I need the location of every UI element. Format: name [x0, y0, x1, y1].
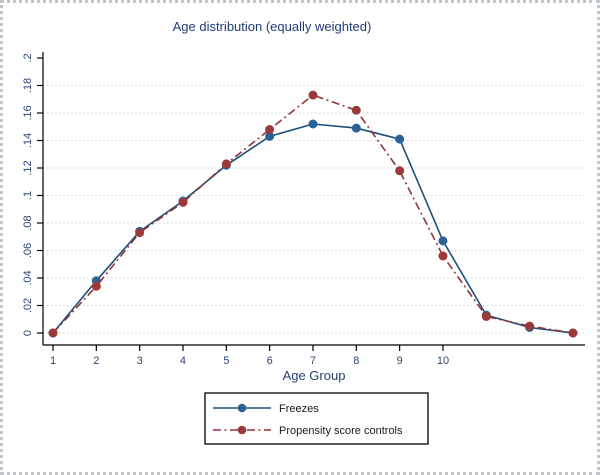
legend-marker — [237, 425, 247, 435]
x-tick-label: 1 — [50, 355, 56, 367]
series-line-propensity-score-controls — [52, 94, 574, 334]
y-tick-label: .14 — [22, 133, 34, 148]
series-line-freezes — [52, 123, 574, 334]
y-axis-ticks: 0 .02 .04 .06 .08 .1 .12 .14 .16 .18 .2 — [22, 53, 43, 336]
x-axis-label: Age Group — [283, 368, 346, 383]
data-point — [438, 251, 448, 261]
chart-title: Age distribution (equally weighted) — [173, 19, 372, 34]
data-point — [395, 166, 405, 176]
x-tick-label: 8 — [353, 355, 359, 367]
data-point — [438, 236, 448, 246]
data-point — [525, 321, 535, 331]
y-tick-label: .06 — [22, 243, 34, 258]
series-lines — [48, 90, 578, 338]
legend: Freezes Propensity score controls — [204, 392, 429, 445]
legend-label: Propensity score controls — [279, 425, 403, 437]
data-point — [221, 159, 231, 169]
y-tick-label: .18 — [22, 78, 34, 93]
y-tick-label: .1 — [22, 191, 34, 200]
data-point — [91, 281, 101, 291]
x-tick-label: 6 — [267, 355, 273, 367]
x-tick-label: 3 — [137, 355, 143, 367]
x-axis-ticks: 1 2 3 4 5 6 7 8 9 10 — [50, 345, 449, 367]
x-tick-label: 7 — [310, 355, 316, 367]
legend-marker — [237, 403, 247, 413]
y-tick-label: .12 — [22, 160, 34, 175]
data-point — [351, 105, 361, 115]
y-tick-label: .02 — [22, 298, 34, 313]
data-point — [308, 90, 318, 100]
data-point — [351, 123, 361, 133]
data-point — [48, 328, 58, 338]
axes — [42, 52, 585, 346]
data-point — [308, 119, 318, 129]
data-point — [135, 228, 145, 238]
data-point — [265, 125, 275, 134]
y-tick-label: .04 — [22, 270, 34, 285]
x-tick-label: 4 — [180, 355, 186, 367]
legend-box — [204, 392, 429, 445]
legend-label: Freezes — [279, 403, 319, 415]
y-tick-label: .08 — [22, 215, 34, 230]
x-tick-label: 9 — [397, 355, 403, 367]
y-tick-label: 0 — [22, 330, 34, 336]
x-tick-label: 10 — [437, 355, 449, 367]
y-tick-label: .16 — [22, 105, 34, 120]
x-tick-label: 5 — [223, 355, 229, 367]
data-point — [178, 197, 188, 207]
data-point — [395, 134, 405, 144]
data-point — [481, 312, 491, 321]
data-point — [568, 328, 578, 338]
y-tick-label: .2 — [22, 53, 34, 62]
x-tick-label: 2 — [93, 355, 99, 367]
